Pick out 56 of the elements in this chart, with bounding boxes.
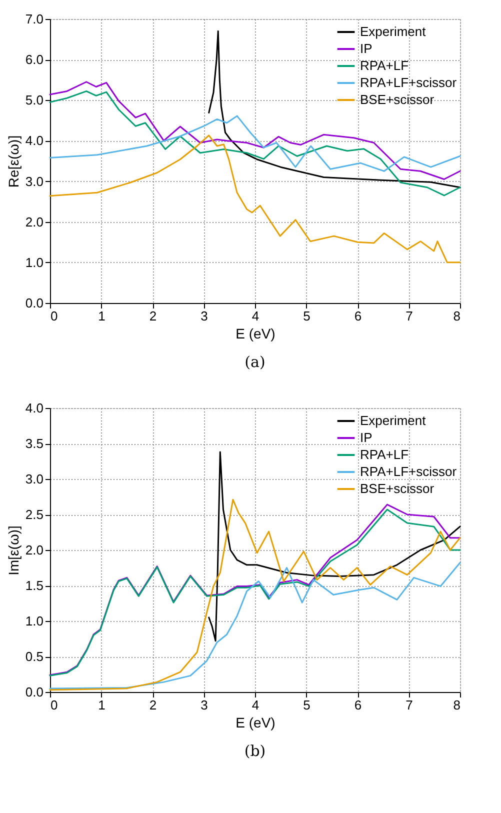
x-tick-label: 5 — [303, 308, 310, 324]
x-tick-label: 7 — [406, 698, 413, 712]
y-tick-label: 4.0 — [25, 400, 44, 416]
x-tick-label: 1 — [98, 308, 106, 324]
legend-label: RPA+LF+scissor — [360, 75, 458, 90]
x-tick-label: 8 — [453, 308, 460, 324]
x-axis-title: E (eV) — [236, 714, 276, 730]
legend-label: BSE+scissor — [360, 481, 435, 496]
y-tick-label: 3.5 — [25, 436, 44, 451]
y-tick-label: 5.0 — [25, 92, 44, 108]
x-tick-label: 7 — [406, 308, 413, 324]
line-series — [49, 134, 461, 264]
x-tick-label: 1 — [98, 698, 106, 712]
y-tick-label: 0.5 — [25, 649, 44, 664]
x-tick-label: 2 — [149, 698, 157, 712]
x-tick-label: 5 — [303, 698, 310, 712]
y-tick-label: 1.0 — [25, 254, 44, 270]
y-tick-label: 2.0 — [25, 542, 44, 558]
legend-label: RPA+LF — [360, 58, 409, 73]
y-tick-label: 6.0 — [25, 52, 44, 68]
x-tick-label: 6 — [354, 698, 362, 712]
y-axis-title: Im[ε(ω)] — [5, 526, 22, 576]
line-series — [49, 90, 461, 196]
x-axis-title: E (eV) — [236, 326, 276, 342]
legend-label: Experiment — [360, 413, 426, 428]
legend-label: RPA+LF — [360, 447, 409, 462]
x-tick-label: 0 — [50, 308, 58, 324]
x-tick-label: 3 — [200, 308, 208, 324]
legend-label: IP — [360, 41, 372, 56]
line-series — [49, 115, 461, 172]
y-tick-label: 0.0 — [25, 296, 44, 310]
legend-label: IP — [360, 430, 372, 445]
x-tick-label: 4 — [252, 308, 260, 324]
line-series — [49, 562, 461, 690]
x-tick-label: 3 — [200, 698, 208, 712]
legend-label: Experiment — [360, 24, 426, 39]
legend-label: BSE+scissor — [360, 92, 435, 107]
line-series — [208, 451, 461, 642]
y-axis-title: Re[ε(ω)] — [5, 135, 22, 188]
y-tick-label: 7.0 — [25, 12, 44, 26]
x-tick-label: 6 — [354, 308, 362, 324]
x-tick-label: 2 — [149, 308, 157, 324]
y-tick-label: 4.0 — [25, 133, 44, 148]
y-tick-label: 3.0 — [25, 472, 44, 486]
x-tick-label: 0 — [50, 698, 58, 712]
y-tick-label: 1.0 — [25, 614, 44, 628]
x-tick-label: 8 — [453, 698, 460, 712]
y-tick-label: 3.0 — [25, 174, 44, 189]
legend-label: RPA+LF+scissor — [360, 464, 458, 479]
y-tick-label: 1.5 — [25, 578, 44, 593]
y-tick-label: 2.5 — [25, 507, 44, 522]
text: (b) — [244, 742, 266, 760]
x-tick-label: 4 — [252, 698, 260, 712]
y-tick-label: 2.0 — [25, 214, 44, 230]
text: (a) — [244, 353, 266, 371]
y-tick-label: 0.0 — [25, 684, 44, 700]
